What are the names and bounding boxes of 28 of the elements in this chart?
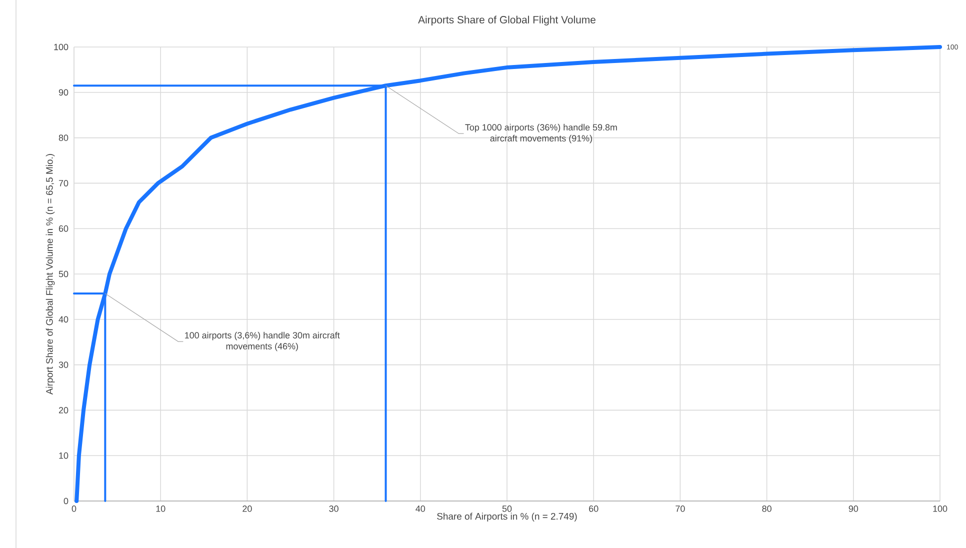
chart-title: Airports Share of Global Flight Volume xyxy=(418,16,596,26)
y-tick-label: 100 xyxy=(54,44,68,50)
x-axis-title: Share of Airports in % (n = 2.749) xyxy=(437,512,577,522)
x-tick-label: 90 xyxy=(848,506,858,512)
y-tick-label: 60 xyxy=(58,225,68,232)
x-tick-label: 60 xyxy=(589,506,598,512)
y-tick-label: 90 xyxy=(58,89,68,96)
y-tick-label: 20 xyxy=(58,407,68,414)
y-tick-label: 80 xyxy=(58,134,68,141)
y-tick-label: 40 xyxy=(58,316,68,323)
line-series xyxy=(74,44,942,503)
y-tick-label: 30 xyxy=(58,362,68,368)
x-tick-label: 40 xyxy=(416,506,426,512)
x-tick-label: 50 xyxy=(502,506,512,512)
annotation: Top 1000 airports (36%) handle 59.8m aircraft movements (91%) xyxy=(465,124,617,144)
x-tick-label: 100 xyxy=(933,506,948,512)
y-tick-label: 0 xyxy=(64,498,68,504)
y-tick-label: 50 xyxy=(58,270,68,278)
x-tick-label: 0 xyxy=(72,506,76,512)
x-tick-label: 10 xyxy=(156,506,166,512)
x-tick-label: 80 xyxy=(762,506,772,512)
y-tick-label: 10 xyxy=(59,452,68,459)
x-tick-label: 70 xyxy=(676,506,685,512)
x-tick-label: 20 xyxy=(242,506,252,512)
annotation: 100 airports (3,6%) handle 30m aircraft movements (46%) xyxy=(185,332,340,352)
y-tick-label: 70 xyxy=(58,180,68,186)
y-axis-title: Airport Share of Global Flight Volume in % (n = 65,5 Mio.) xyxy=(46,154,55,395)
x-tick-label: 30 xyxy=(329,506,338,512)
